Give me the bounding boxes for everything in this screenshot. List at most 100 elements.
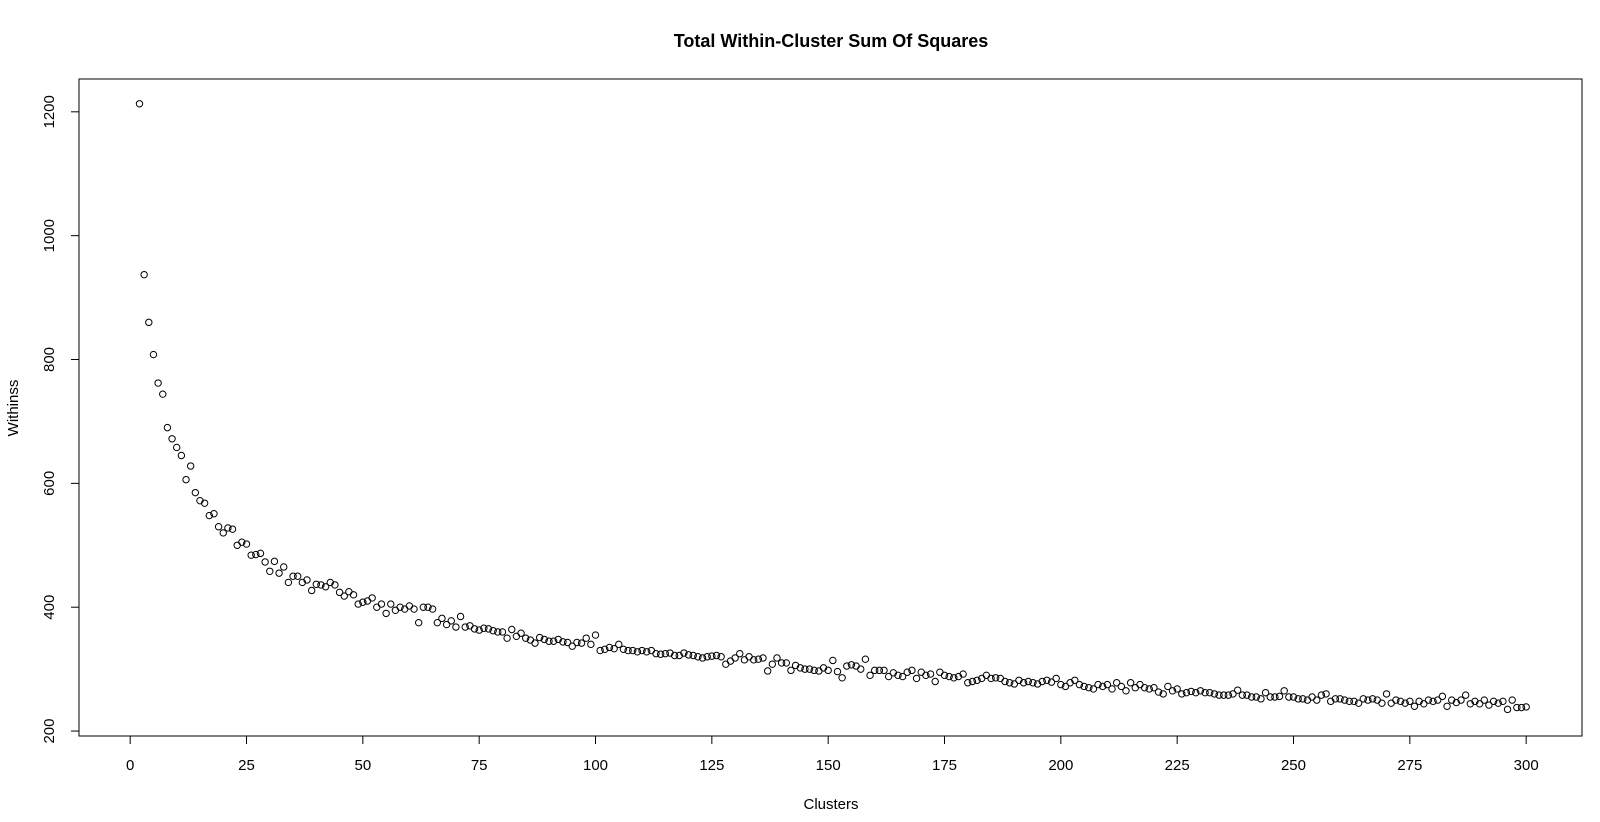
data-point — [642, 648, 651, 656]
data-point — [489, 627, 497, 635]
data-point — [1457, 696, 1465, 704]
data-point — [1224, 691, 1233, 699]
data-point — [373, 603, 381, 611]
data-point — [1052, 674, 1060, 683]
data-point — [433, 618, 442, 627]
data-point — [1145, 685, 1153, 693]
data-point — [545, 637, 553, 645]
data-point — [377, 600, 386, 608]
data-point — [1475, 700, 1484, 708]
data-point — [396, 603, 404, 611]
data-point — [833, 667, 842, 676]
data-point — [1164, 682, 1172, 691]
data-point — [1154, 688, 1163, 696]
data-point — [210, 509, 218, 518]
data-point — [1424, 696, 1433, 704]
data-point — [368, 594, 376, 602]
data-point — [573, 638, 581, 647]
data-point — [349, 591, 358, 599]
data-point — [1480, 696, 1488, 704]
data-point — [307, 586, 316, 595]
data-point — [1075, 680, 1084, 689]
x-tick-label: 275 — [1397, 757, 1422, 774]
data-point — [1219, 691, 1228, 699]
data-point — [559, 638, 567, 646]
data-point — [596, 646, 604, 655]
chart-title: Total Within-Cluster Sum Of Squares — [674, 31, 989, 51]
x-tick-label: 225 — [1165, 757, 1190, 774]
data-point — [1392, 696, 1400, 704]
data-point — [1210, 690, 1219, 698]
data-point — [512, 632, 521, 641]
data-point — [987, 674, 995, 683]
data-point — [331, 581, 339, 589]
data-point — [1494, 699, 1502, 707]
data-point — [200, 499, 209, 507]
data-point — [1499, 697, 1507, 706]
x-tick-label: 125 — [699, 757, 724, 774]
data-point — [996, 674, 1005, 683]
data-point — [829, 656, 837, 665]
data-point — [289, 572, 297, 580]
data-point — [359, 598, 367, 606]
data-point — [1275, 692, 1284, 701]
data-point — [317, 581, 325, 589]
x-tick-label: 75 — [471, 757, 488, 774]
data-point — [149, 350, 158, 359]
data-point — [950, 674, 958, 682]
data-point — [242, 540, 251, 548]
data-point — [908, 666, 916, 675]
data-point — [619, 645, 628, 654]
data-point — [1289, 693, 1298, 701]
data-point — [484, 625, 493, 633]
data-point — [498, 628, 507, 636]
data-point — [480, 624, 488, 632]
data-point — [1266, 693, 1274, 701]
data-point — [1085, 684, 1093, 692]
data-point — [582, 634, 590, 642]
data-point — [140, 270, 148, 279]
data-point — [1308, 693, 1316, 701]
x-tick-label: 175 — [932, 757, 957, 774]
data-point — [703, 653, 711, 661]
data-point — [880, 666, 888, 675]
data-point — [1378, 699, 1386, 707]
data-point — [1340, 696, 1349, 704]
data-point — [708, 652, 716, 660]
data-point — [312, 580, 321, 588]
data-point — [1094, 680, 1102, 689]
data-point — [1513, 703, 1521, 712]
data-point — [577, 639, 586, 647]
x-axis-label: Clusters — [803, 796, 858, 813]
data-point — [805, 665, 814, 673]
data-point — [991, 674, 1000, 682]
data-point — [1173, 685, 1181, 693]
data-point — [531, 639, 539, 647]
data-point — [275, 569, 283, 577]
data-point — [801, 665, 809, 673]
data-point — [726, 657, 735, 665]
data-point — [503, 634, 511, 642]
data-point — [861, 655, 870, 663]
data-point — [1503, 705, 1512, 714]
data-point — [442, 620, 451, 629]
data-point — [959, 670, 967, 678]
data-point — [456, 612, 465, 621]
data-point — [1182, 688, 1191, 697]
data-point — [740, 656, 749, 664]
data-point — [931, 677, 939, 686]
data-point — [1187, 687, 1195, 696]
x-tick-label: 300 — [1514, 757, 1539, 774]
data-point — [1019, 679, 1028, 687]
data-point — [1029, 679, 1037, 687]
data-point — [1345, 697, 1354, 706]
data-point — [638, 646, 646, 655]
y-axis-label: Withinss — [5, 380, 22, 437]
data-point — [884, 672, 893, 681]
data-point — [615, 640, 623, 649]
y-tick-label: 1000 — [41, 219, 58, 252]
data-point — [652, 649, 660, 658]
y-tick-label: 200 — [41, 719, 58, 744]
data-point — [1364, 696, 1372, 704]
